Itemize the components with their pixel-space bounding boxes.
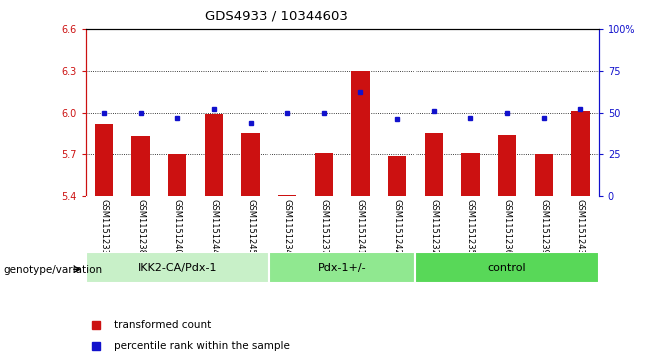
Text: GSM1151245: GSM1151245: [246, 199, 255, 254]
Bar: [278, 195, 296, 196]
Bar: [571, 111, 590, 196]
Text: control: control: [488, 263, 526, 273]
Text: GSM1151244: GSM1151244: [209, 199, 218, 254]
Text: GSM1151238: GSM1151238: [136, 199, 145, 255]
Bar: [424, 134, 443, 196]
Text: genotype/variation: genotype/variation: [3, 265, 103, 276]
Bar: [461, 153, 480, 196]
Text: GDS4933 / 10344603: GDS4933 / 10344603: [205, 9, 348, 22]
Bar: [351, 71, 370, 196]
Text: GSM1151239: GSM1151239: [540, 199, 548, 255]
Text: GSM1151236: GSM1151236: [503, 199, 512, 255]
Text: GSM1151241: GSM1151241: [356, 199, 365, 254]
Text: IKK2-CA/Pdx-1: IKK2-CA/Pdx-1: [138, 263, 217, 273]
Text: GSM1151242: GSM1151242: [393, 199, 401, 254]
Text: percentile rank within the sample: percentile rank within the sample: [114, 341, 290, 351]
Text: GSM1151234: GSM1151234: [283, 199, 291, 255]
Bar: [315, 153, 333, 196]
Bar: [241, 134, 260, 196]
Text: Pdx-1+/-: Pdx-1+/-: [318, 263, 367, 273]
Bar: [498, 135, 517, 196]
Text: GSM1151232: GSM1151232: [429, 199, 438, 255]
Bar: [95, 124, 113, 196]
Text: GSM1151233: GSM1151233: [99, 199, 109, 255]
Bar: [205, 114, 223, 196]
Text: GSM1151235: GSM1151235: [466, 199, 475, 255]
Bar: [534, 154, 553, 196]
Bar: [86, 252, 269, 283]
Text: GSM1151243: GSM1151243: [576, 199, 585, 255]
Text: GSM1151240: GSM1151240: [172, 199, 182, 254]
Bar: [415, 252, 599, 283]
Text: transformed count: transformed count: [114, 321, 211, 330]
Bar: [388, 156, 406, 196]
Bar: [168, 154, 186, 196]
Text: GSM1151237: GSM1151237: [319, 199, 328, 255]
Bar: [132, 136, 149, 196]
Bar: [269, 252, 415, 283]
